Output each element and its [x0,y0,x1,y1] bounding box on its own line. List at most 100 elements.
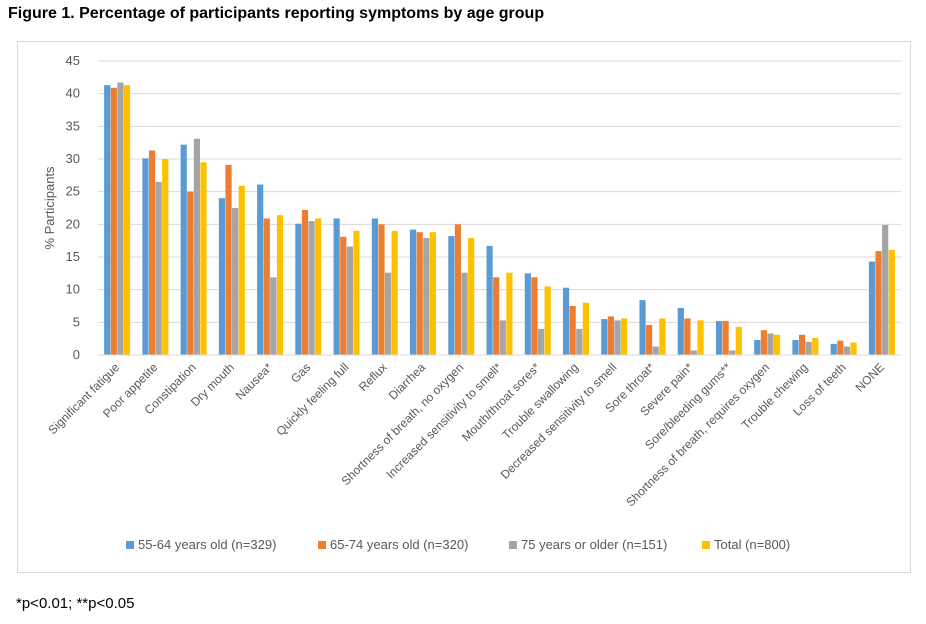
bar [276,215,284,355]
bar [493,277,500,355]
legend-label: 65-74 years old (n=320) [330,537,468,552]
bar [715,321,723,355]
bar [767,333,774,355]
bar [882,224,889,355]
bar [155,181,162,355]
x-tick-label: Gas [288,360,313,385]
bar [607,316,615,355]
x-tick-label: NONE [853,360,887,394]
bar [187,191,194,355]
bar [346,246,353,355]
bar [295,223,302,355]
bar [812,338,819,355]
bar [677,307,684,355]
bar [486,245,493,355]
bar [506,272,513,355]
x-tick-label: Nausea* [233,360,276,403]
y-tick-label: 30 [66,151,80,166]
bar [333,218,340,355]
bar [371,218,378,355]
bar [531,277,538,355]
legend-swatch [126,541,134,549]
y-tick-label: 15 [66,249,80,264]
bar [123,85,131,356]
bar [225,164,232,355]
bar [378,224,385,355]
bar [760,330,767,355]
y-tick-label: 20 [66,216,80,231]
bar [499,320,506,355]
bar [601,319,608,355]
bar [868,261,876,355]
y-tick-label: 40 [66,86,80,101]
bar [270,277,277,355]
bar [142,158,149,355]
bar [218,198,226,355]
bar [448,236,455,355]
bar [416,232,423,355]
bar [200,162,207,355]
bar [837,340,844,355]
bar [735,326,742,355]
bar [830,343,837,355]
bar [257,184,264,355]
bar [461,272,468,355]
bar [104,85,111,356]
bar [110,87,117,355]
bar [722,321,729,355]
bar [652,346,659,355]
y-axis-title: % Participants [42,166,57,250]
bar [148,150,156,355]
bar [684,318,691,355]
bar [614,320,621,355]
bar [582,302,589,355]
bar [697,320,704,355]
bar [544,286,551,355]
bar [340,236,347,355]
bar [639,300,646,355]
bar [162,159,169,355]
bar [468,238,475,355]
bar [263,218,270,355]
x-tick-label: Reflux [356,360,390,394]
bar [754,339,761,355]
bar [805,341,812,355]
bar [391,230,398,355]
bar [792,339,799,355]
bar [117,82,124,355]
chart-frame: 0 5 10 15 20 25 30 35 40 45% Participants Signific… [17,41,911,573]
bar [308,221,315,355]
legend-swatch [318,541,326,549]
bar [799,334,806,355]
bar [729,350,736,355]
bar [659,318,666,355]
bar [888,249,895,355]
bar [315,218,322,355]
bar [690,350,698,355]
figure-title: Figure 1. Percentage of participants rep… [8,5,545,22]
y-tick-label: 25 [66,184,80,199]
bar [569,306,576,355]
footnote: *p<0.01; **p<0.05 [16,595,135,612]
bar [193,138,200,355]
bar [537,328,545,355]
bar [576,328,583,355]
bar [850,342,857,355]
bar [875,251,882,355]
y-tick-label: 35 [66,118,80,133]
legend-label: Total (n=800) [714,537,790,552]
bar [773,334,781,355]
bar [301,209,309,355]
bar [410,229,417,355]
bar [843,346,851,355]
bar [454,224,462,355]
x-tick-label: Quickly feeling full [273,360,351,438]
bar [384,272,392,355]
y-tick-label: 10 [66,282,80,297]
bar [180,144,187,355]
y-tick-label: 5 [73,314,80,329]
bar [562,287,570,355]
legend-swatch [509,541,517,549]
y-tick-label: 0 [73,347,80,362]
